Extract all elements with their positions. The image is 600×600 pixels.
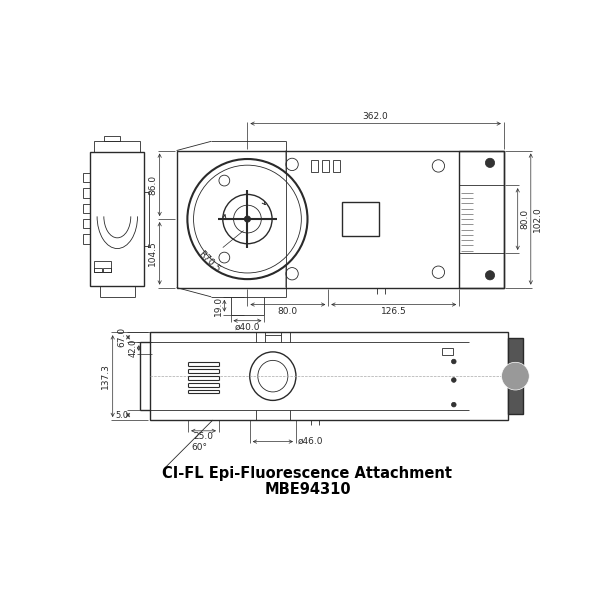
- Text: 5.0: 5.0: [115, 410, 128, 419]
- Circle shape: [502, 362, 529, 390]
- Text: R70.5: R70.5: [196, 249, 221, 274]
- Bar: [94, 268, 102, 272]
- Bar: [176, 151, 504, 287]
- Bar: [94, 141, 140, 152]
- Text: 19.0: 19.0: [214, 296, 223, 316]
- Text: 137.3: 137.3: [101, 363, 110, 389]
- Text: 362.0: 362.0: [363, 112, 389, 121]
- Text: 102.0: 102.0: [533, 206, 542, 232]
- Text: 104.5: 104.5: [148, 241, 157, 266]
- Text: 60°: 60°: [191, 443, 207, 452]
- Text: MBE94310: MBE94310: [264, 482, 351, 497]
- Bar: [83, 235, 91, 244]
- Bar: [104, 136, 119, 141]
- Text: 126.5: 126.5: [381, 307, 407, 316]
- Bar: [83, 203, 91, 213]
- Bar: [459, 185, 504, 253]
- Bar: [103, 268, 111, 272]
- Circle shape: [485, 271, 494, 280]
- Bar: [459, 151, 504, 287]
- Circle shape: [451, 359, 456, 364]
- Bar: [83, 188, 91, 197]
- Text: ø46.0: ø46.0: [298, 437, 323, 446]
- Bar: [442, 347, 453, 355]
- Bar: [149, 332, 508, 420]
- Bar: [322, 160, 329, 172]
- Text: 80.0: 80.0: [278, 307, 298, 316]
- Text: 86.0: 86.0: [148, 175, 157, 195]
- Bar: [311, 160, 318, 172]
- Bar: [333, 160, 340, 172]
- Circle shape: [244, 216, 251, 222]
- Text: 42.0: 42.0: [129, 339, 138, 357]
- Bar: [144, 192, 149, 246]
- Text: 25.0: 25.0: [194, 433, 214, 442]
- Circle shape: [451, 403, 456, 407]
- Bar: [83, 173, 91, 182]
- Text: ø40.0: ø40.0: [235, 323, 260, 332]
- Bar: [83, 219, 91, 229]
- Circle shape: [451, 377, 456, 382]
- Circle shape: [485, 158, 494, 167]
- Bar: [91, 152, 144, 286]
- Bar: [508, 338, 523, 414]
- Text: 80.0: 80.0: [520, 209, 529, 229]
- Text: 67.0: 67.0: [118, 327, 127, 347]
- Bar: [342, 202, 379, 236]
- Bar: [94, 262, 111, 272]
- Text: CI-FL Epi-Fluorescence Attachment: CI-FL Epi-Fluorescence Attachment: [163, 466, 452, 481]
